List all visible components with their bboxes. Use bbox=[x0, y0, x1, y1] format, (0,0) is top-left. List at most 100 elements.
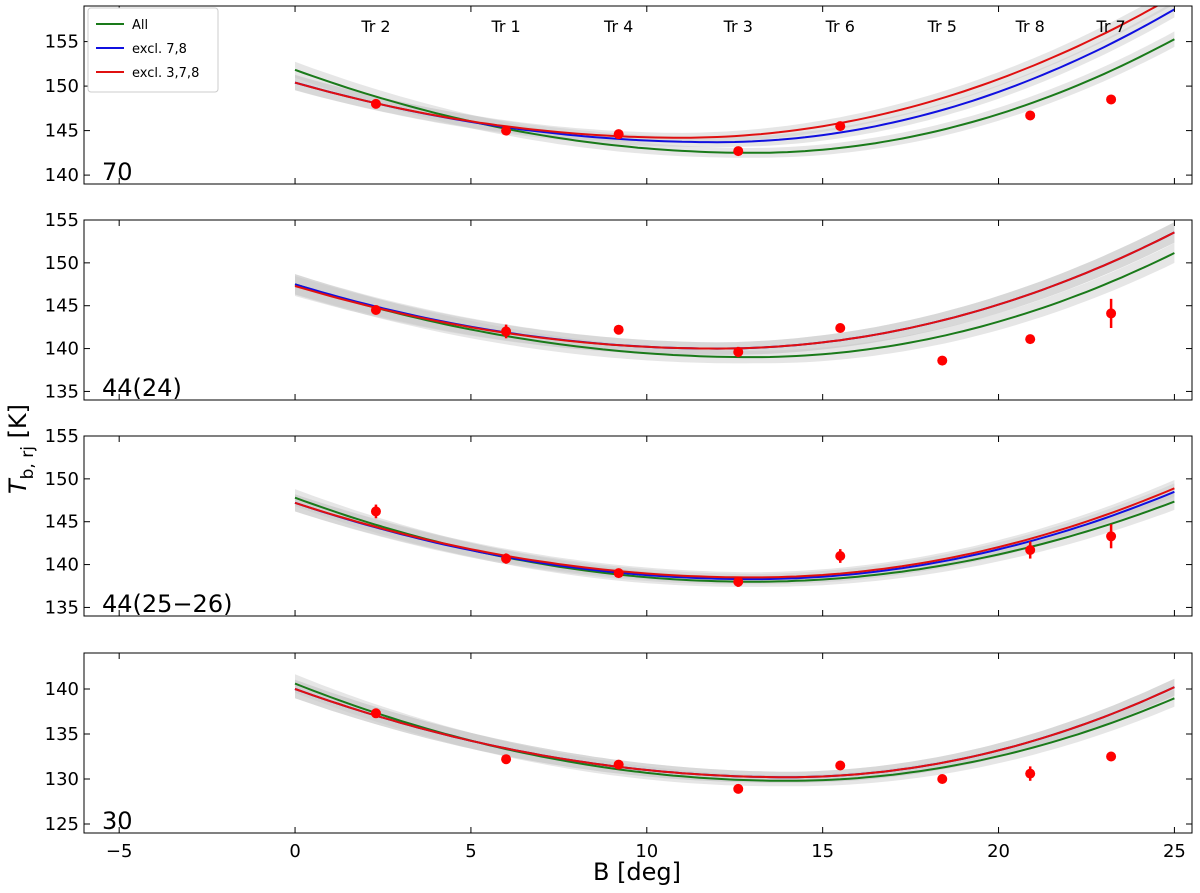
data-point bbox=[613, 568, 624, 579]
series-line-all bbox=[294, 252, 1175, 359]
y-tick-label: 130 bbox=[45, 769, 79, 790]
data-point bbox=[1025, 110, 1036, 121]
confidence-band-excl78 bbox=[295, 6, 1175, 147]
confidence-band-excl78 bbox=[295, 678, 1175, 783]
confidence-band-excl78 bbox=[295, 222, 1175, 355]
data-point bbox=[501, 553, 512, 564]
data-point bbox=[733, 146, 744, 157]
data-point bbox=[1106, 94, 1117, 105]
y-tick-label: 155 bbox=[45, 426, 79, 447]
y-tick-label: 150 bbox=[45, 469, 79, 490]
panel-4: 125 130 135 140 −5 0 5 10 15 20 25 30 bbox=[45, 652, 1193, 862]
data-point bbox=[501, 754, 512, 765]
legend: All excl. 7,8 excl. 3,7,8 bbox=[87, 7, 219, 93]
data-point bbox=[370, 506, 381, 517]
transit-label: Tr 8 bbox=[1015, 17, 1045, 36]
panel-label: 44(25−26) bbox=[102, 590, 232, 618]
data-point bbox=[370, 708, 381, 719]
plot-area bbox=[294, 6, 1175, 158]
transit-label: Tr 5 bbox=[927, 17, 957, 36]
legend-label: excl. 3,7,8 bbox=[132, 66, 199, 81]
x-tick-label: 15 bbox=[811, 841, 834, 862]
confidence-band-excl378 bbox=[295, 6, 1172, 143]
data-point bbox=[501, 125, 512, 136]
data-point bbox=[613, 324, 624, 335]
y-tick-label: 140 bbox=[45, 679, 79, 700]
y-tick-label: 145 bbox=[45, 512, 79, 533]
data-point bbox=[1106, 308, 1117, 319]
data-point bbox=[835, 323, 846, 333]
transit-label: Tr 6 bbox=[825, 17, 855, 36]
panel-frame bbox=[83, 652, 1193, 834]
data-point bbox=[733, 783, 744, 794]
data-point bbox=[613, 759, 624, 770]
legend-label: excl. 7,8 bbox=[132, 42, 187, 57]
x-tick-label: 20 bbox=[987, 841, 1010, 862]
y-tick-label: 145 bbox=[45, 121, 79, 142]
y-tick-label: 140 bbox=[45, 165, 79, 186]
transit-label: Tr 1 bbox=[490, 17, 520, 36]
data-point bbox=[613, 129, 624, 140]
data-point bbox=[501, 326, 512, 337]
data-point bbox=[1025, 768, 1036, 779]
panel-3: 135 140 145 150 155 44(25−26) bbox=[45, 426, 1193, 618]
series-line-excl378 bbox=[294, 231, 1175, 350]
panel-label: 44(24) bbox=[102, 374, 182, 402]
data-point bbox=[370, 98, 381, 109]
x-axis-title: B [deg] bbox=[593, 858, 681, 886]
series-line-excl378 bbox=[294, 487, 1175, 579]
data-point bbox=[1025, 545, 1036, 555]
confidence-band-excl378 bbox=[295, 678, 1175, 783]
confidence-band-excl378 bbox=[295, 222, 1175, 355]
panel-1: 140 145 150 155 70 bbox=[45, 5, 1193, 186]
y-tick-label: 135 bbox=[45, 381, 79, 402]
series-line-excl378 bbox=[294, 686, 1175, 779]
data-point bbox=[835, 121, 846, 132]
y-tick-label: 135 bbox=[45, 597, 79, 618]
transit-label: Tr 3 bbox=[723, 17, 753, 36]
data-point bbox=[370, 305, 381, 315]
data-point bbox=[1106, 751, 1117, 762]
x-tick-label: −5 bbox=[106, 841, 133, 862]
panel-frame bbox=[83, 5, 1193, 185]
y-tick-label: 125 bbox=[45, 814, 79, 835]
plot-area bbox=[294, 674, 1175, 794]
plot-area bbox=[294, 480, 1175, 587]
series-line-excl378 bbox=[294, 6, 1159, 139]
data-point bbox=[937, 774, 948, 784]
y-tick-label: 155 bbox=[45, 32, 79, 53]
data-point bbox=[937, 355, 948, 366]
y-tick-label: 135 bbox=[45, 724, 79, 745]
transit-label: Tr 7 bbox=[1095, 17, 1125, 36]
y-tick-label: 155 bbox=[45, 210, 79, 231]
x-tick-label: 25 bbox=[1163, 841, 1186, 862]
x-tick-label: 10 bbox=[635, 841, 658, 862]
data-point bbox=[733, 576, 744, 587]
panels: 1401451501557013514014515015544(24)13514… bbox=[45, 5, 1193, 862]
data-point bbox=[733, 347, 744, 357]
plot-area bbox=[294, 222, 1175, 366]
y-tick-label: 145 bbox=[45, 296, 79, 317]
confidence-band-excl378 bbox=[295, 480, 1175, 583]
transit-label: Tr 2 bbox=[360, 17, 390, 36]
data-point bbox=[1025, 334, 1036, 345]
y-tick-label: 140 bbox=[45, 339, 79, 360]
y-axis-title: Tb, rj [K] bbox=[4, 404, 38, 494]
data-point bbox=[1106, 531, 1117, 542]
confidence-band-all bbox=[295, 674, 1175, 787]
panel-frame bbox=[83, 435, 1193, 617]
data-point bbox=[835, 551, 846, 561]
panel-label: 70 bbox=[102, 158, 133, 186]
data-point bbox=[835, 760, 846, 771]
panel-label: 30 bbox=[102, 807, 133, 835]
y-tick-label: 140 bbox=[45, 555, 79, 576]
y-tick-label: 150 bbox=[45, 76, 79, 97]
x-tick-label: 5 bbox=[465, 841, 476, 862]
y-tick-label: 150 bbox=[45, 253, 79, 274]
transit-label: Tr 4 bbox=[603, 17, 633, 36]
x-tick-label: 0 bbox=[289, 841, 300, 862]
legend-label: All bbox=[132, 18, 148, 33]
panel-frame bbox=[83, 219, 1193, 401]
panel-2: 135 140 145 150 155 44(24) bbox=[45, 210, 1193, 402]
